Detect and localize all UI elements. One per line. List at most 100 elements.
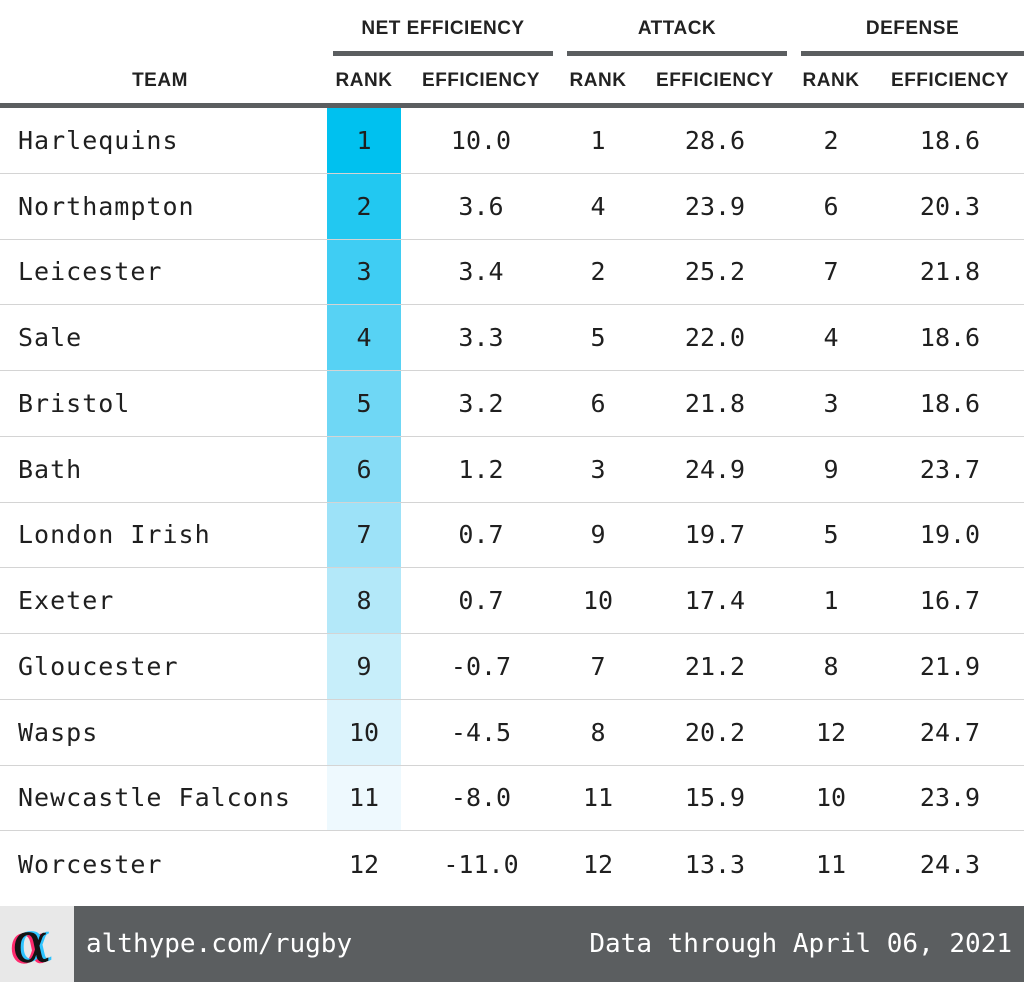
defense-efficiency-cell: 18.6 xyxy=(919,323,981,353)
table-body: Harlequins 1 10.0 1 28.6 2 18.6 Northampton 2 3.6… xyxy=(0,108,1024,897)
attack-efficiency-cell: 19.7 xyxy=(684,520,746,550)
column-header-attack-efficiency: EFFICIENCY xyxy=(656,70,774,91)
data-date-stamp: Data through April 06, 2021 xyxy=(589,929,1012,959)
site-url[interactable]: althype.com/rugby xyxy=(86,929,353,959)
defense-rank-cell: 12 xyxy=(815,717,847,747)
defense-rank-cell: 9 xyxy=(823,454,839,484)
net-efficiency-cell: -4.5 xyxy=(450,717,512,747)
net-efficiency-cell: -11.0 xyxy=(443,849,519,879)
net-rank-cell: 8 xyxy=(327,568,401,633)
team-name-cell: Bristol xyxy=(18,388,131,418)
net-rank-cell: 6 xyxy=(327,436,401,502)
attack-rank-cell: 11 xyxy=(582,783,614,813)
table-row: Bristol 5 3.2 6 21.8 3 18.6 xyxy=(0,371,1024,437)
net-efficiency-cell: 1.2 xyxy=(458,454,504,484)
net-efficiency-cell: 3.2 xyxy=(458,388,504,418)
attack-efficiency-cell: 28.6 xyxy=(684,125,746,155)
net-rank-cell: 9 xyxy=(327,634,401,699)
logo: α α α xyxy=(0,906,74,982)
table-row: Exeter 8 0.7 10 17.4 1 16.7 xyxy=(0,568,1024,634)
table-row: Worcester 12 -11.0 12 13.3 11 24.3 xyxy=(0,831,1024,897)
net-rank-cell: 11 xyxy=(327,765,401,831)
alpha-logo-icon: α α α xyxy=(9,916,53,972)
team-name-cell: Sale xyxy=(18,323,83,353)
defense-rank-cell: 1 xyxy=(823,586,839,616)
defense-rank-cell: 11 xyxy=(815,849,847,879)
net-rank-cell: 1 xyxy=(327,108,401,173)
net-rank-cell: 3 xyxy=(327,239,401,305)
attack-efficiency-cell: 22.0 xyxy=(684,323,746,353)
table-row: Northampton 2 3.6 4 23.9 6 20.3 xyxy=(0,173,1024,240)
attack-efficiency-cell: 17.4 xyxy=(684,586,746,616)
defense-efficiency-cell: 23.9 xyxy=(919,783,981,813)
defense-efficiency-cell: 18.6 xyxy=(919,388,981,418)
team-name-cell: Leicester xyxy=(18,257,163,287)
attack-efficiency-cell: 21.2 xyxy=(684,651,746,681)
group-header-net-efficiency: NET EFFICIENCY xyxy=(361,18,525,39)
defense-rank-cell: 3 xyxy=(823,388,839,418)
defense-rank-cell: 2 xyxy=(823,125,839,155)
table-row: Wasps 10 -4.5 8 20.2 12 24.7 xyxy=(0,699,1024,766)
defense-rank-cell: 8 xyxy=(823,651,839,681)
column-header-defense-efficiency: EFFICIENCY xyxy=(891,70,1009,91)
group-underline-net xyxy=(333,51,553,56)
team-name-cell: Exeter xyxy=(18,586,115,616)
attack-efficiency-cell: 21.8 xyxy=(684,388,746,418)
svg-text:α: α xyxy=(15,916,53,972)
attack-rank-cell: 12 xyxy=(582,849,614,879)
table-row: Sale 4 3.3 5 22.0 4 18.6 xyxy=(0,305,1024,371)
group-header-defense: DEFENSE xyxy=(865,18,960,39)
group-underline-attack xyxy=(567,51,787,56)
attack-efficiency-cell: 25.2 xyxy=(684,257,746,287)
team-name-cell: Harlequins xyxy=(18,125,179,155)
defense-rank-cell: 10 xyxy=(815,783,847,813)
defense-efficiency-cell: 21.9 xyxy=(919,651,981,681)
attack-efficiency-cell: 20.2 xyxy=(684,717,746,747)
net-efficiency-cell: 3.4 xyxy=(458,257,504,287)
attack-efficiency-cell: 15.9 xyxy=(684,783,746,813)
attack-efficiency-cell: 13.3 xyxy=(684,849,746,879)
team-name-cell: Northampton xyxy=(18,191,195,221)
attack-rank-cell: 9 xyxy=(590,520,606,550)
table-row: Gloucester 9 -0.7 7 21.2 8 21.9 xyxy=(0,634,1024,700)
attack-rank-cell: 10 xyxy=(582,586,614,616)
column-header-attack-rank: RANK xyxy=(569,70,627,91)
column-header-defense-rank: RANK xyxy=(802,70,860,91)
attack-efficiency-cell: 24.9 xyxy=(684,454,746,484)
column-header-team: TEAM xyxy=(132,70,188,91)
net-rank-cell: 2 xyxy=(327,173,401,239)
defense-efficiency-cell: 21.8 xyxy=(919,257,981,287)
attack-rank-cell: 3 xyxy=(590,454,606,484)
team-name-cell: Newcastle Falcons xyxy=(18,783,291,813)
attack-rank-cell: 7 xyxy=(590,651,606,681)
table-row: Newcastle Falcons 11 -8.0 11 15.9 10 23.9 xyxy=(0,765,1024,832)
net-rank-cell: 7 xyxy=(327,502,401,568)
table-row: Bath 6 1.2 3 24.9 9 23.7 xyxy=(0,436,1024,503)
defense-rank-cell: 7 xyxy=(823,257,839,287)
net-rank-cell: 12 xyxy=(327,831,401,897)
group-underline-defense xyxy=(801,51,1024,56)
attack-efficiency-cell: 23.9 xyxy=(684,191,746,221)
net-efficiency-cell: 10.0 xyxy=(450,125,512,155)
net-efficiency-cell: 0.7 xyxy=(458,586,504,616)
attack-rank-cell: 6 xyxy=(590,388,606,418)
defense-rank-cell: 5 xyxy=(823,520,839,550)
table-row: London Irish 7 0.7 9 19.7 5 19.0 xyxy=(0,502,1024,569)
attack-rank-cell: 5 xyxy=(590,323,606,353)
svg-text:α: α xyxy=(9,916,47,972)
column-header-net-efficiency: EFFICIENCY xyxy=(422,70,540,91)
defense-efficiency-cell: 23.7 xyxy=(919,454,981,484)
net-efficiency-cell: 0.7 xyxy=(458,520,504,550)
net-efficiency-cell: 3.3 xyxy=(458,323,504,353)
table-row: Harlequins 1 10.0 1 28.6 2 18.6 xyxy=(0,108,1024,174)
attack-rank-cell: 2 xyxy=(590,257,606,287)
defense-rank-cell: 4 xyxy=(823,323,839,353)
svg-text:α: α xyxy=(12,916,50,972)
attack-rank-cell: 8 xyxy=(590,717,606,747)
defense-efficiency-cell: 24.7 xyxy=(919,717,981,747)
defense-efficiency-cell: 20.3 xyxy=(919,191,981,221)
defense-efficiency-cell: 18.6 xyxy=(919,125,981,155)
team-name-cell: London Irish xyxy=(18,520,211,550)
net-rank-cell: 10 xyxy=(327,699,401,765)
